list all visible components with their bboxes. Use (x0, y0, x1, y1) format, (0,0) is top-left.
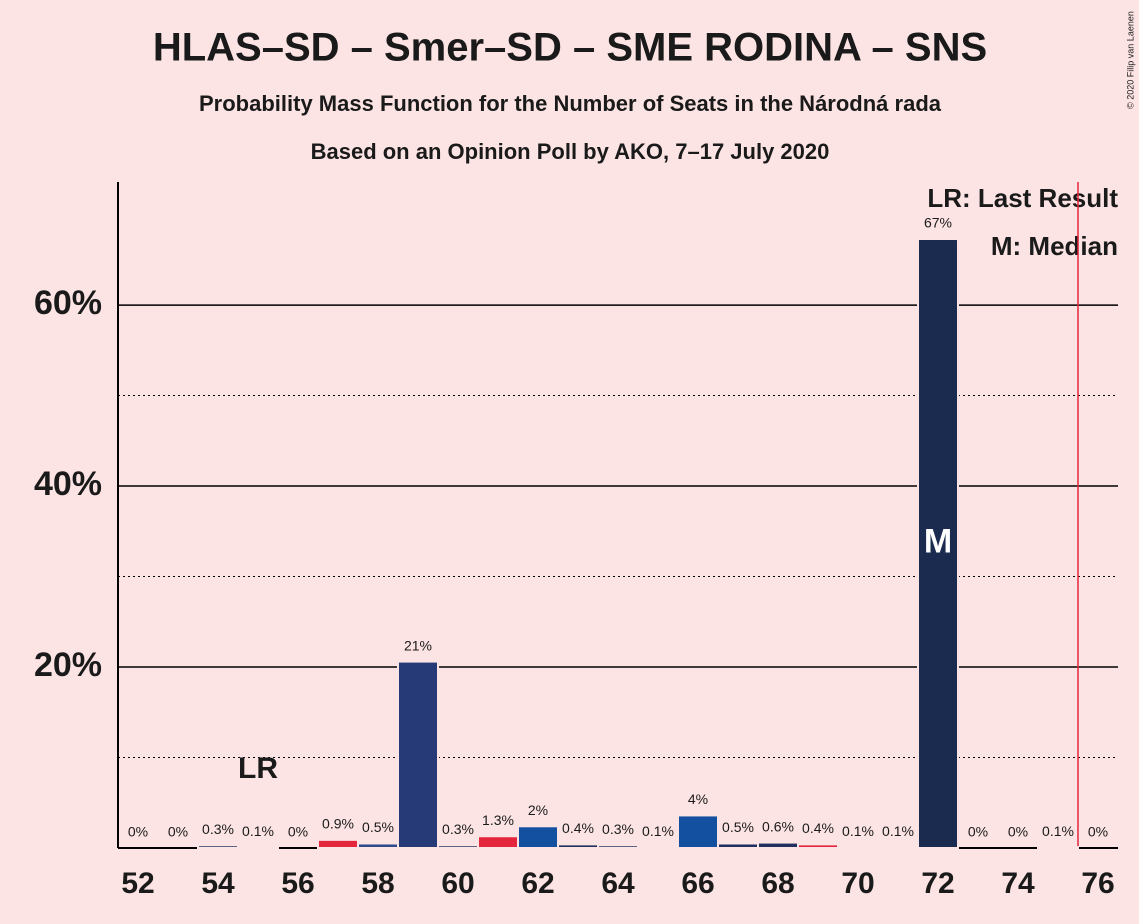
bar (797, 843, 839, 849)
data-label: 0.1% (882, 823, 914, 839)
bar (677, 814, 719, 849)
data-label: 2% (528, 802, 548, 818)
x-tick-label: 66 (681, 867, 714, 900)
data-label: 4% (688, 791, 708, 807)
x-tick-label: 60 (441, 867, 474, 900)
data-label: 0% (128, 824, 148, 840)
bar (477, 835, 519, 849)
chart-title: HLAS–SD – Smer–SD – SME RODINA – SNS (153, 26, 987, 70)
data-label: 0% (1088, 824, 1108, 840)
data-label: 0% (968, 824, 988, 840)
data-label: 0.5% (362, 819, 394, 835)
x-tick-label: 68 (761, 867, 794, 900)
last-result-label: LR (238, 752, 278, 785)
x-tick-label: 58 (361, 867, 394, 900)
bar (917, 238, 959, 849)
chart-subtitle: Based on an Opinion Poll by AKO, 7–17 Ju… (311, 139, 830, 164)
data-label: 0% (288, 824, 308, 840)
bar (1037, 846, 1079, 849)
data-label: 0% (1008, 824, 1028, 840)
bar (837, 846, 879, 849)
data-label: 67% (924, 215, 952, 231)
y-tick-label: 40% (34, 465, 102, 503)
data-label: 0.3% (602, 821, 634, 837)
x-tick-label: 56 (281, 867, 314, 900)
x-tick-label: 62 (521, 867, 554, 900)
data-label: 0.3% (202, 821, 234, 837)
legend-entry: M: Median (991, 231, 1118, 261)
bar (237, 846, 279, 849)
data-label: 21% (404, 637, 432, 653)
x-tick-label: 70 (841, 867, 874, 900)
x-tick-label: 52 (121, 867, 154, 900)
median-label: M (924, 522, 952, 560)
chart-subtitle: Probability Mass Function for the Number… (199, 91, 942, 116)
x-tick-label: 54 (201, 867, 235, 900)
x-tick-label: 72 (921, 867, 954, 900)
data-label: 0.1% (842, 823, 874, 839)
bar (637, 846, 679, 849)
bar (197, 844, 239, 850)
bar (557, 843, 599, 849)
bar (317, 838, 359, 849)
data-label: 0.4% (802, 820, 834, 836)
bar (757, 841, 799, 850)
bar (517, 825, 559, 849)
data-label: 0.6% (762, 818, 794, 834)
data-label: 0% (168, 824, 188, 840)
bar (717, 842, 759, 849)
data-label: 0.4% (562, 820, 594, 836)
legend-entry: LR: Last Result (927, 183, 1118, 213)
data-label: 0.1% (642, 823, 674, 839)
data-label: 0.1% (242, 823, 274, 839)
y-tick-label: 60% (34, 284, 102, 322)
data-label: 0.9% (322, 816, 354, 832)
data-label: 0.1% (1042, 823, 1074, 839)
bar (357, 842, 399, 849)
x-tick-label: 64 (601, 867, 635, 900)
bar (437, 844, 479, 850)
x-tick-label: 76 (1081, 867, 1114, 900)
bar (877, 846, 919, 849)
bar (397, 660, 439, 850)
bar (597, 844, 639, 850)
data-label: 1.3% (482, 812, 514, 828)
data-label: 0.3% (442, 821, 474, 837)
data-label: 0.5% (722, 819, 754, 835)
y-tick-label: 20% (34, 646, 102, 684)
copyright: © 2020 Filip van Laenen (1125, 11, 1135, 109)
x-tick-label: 74 (1001, 867, 1035, 900)
